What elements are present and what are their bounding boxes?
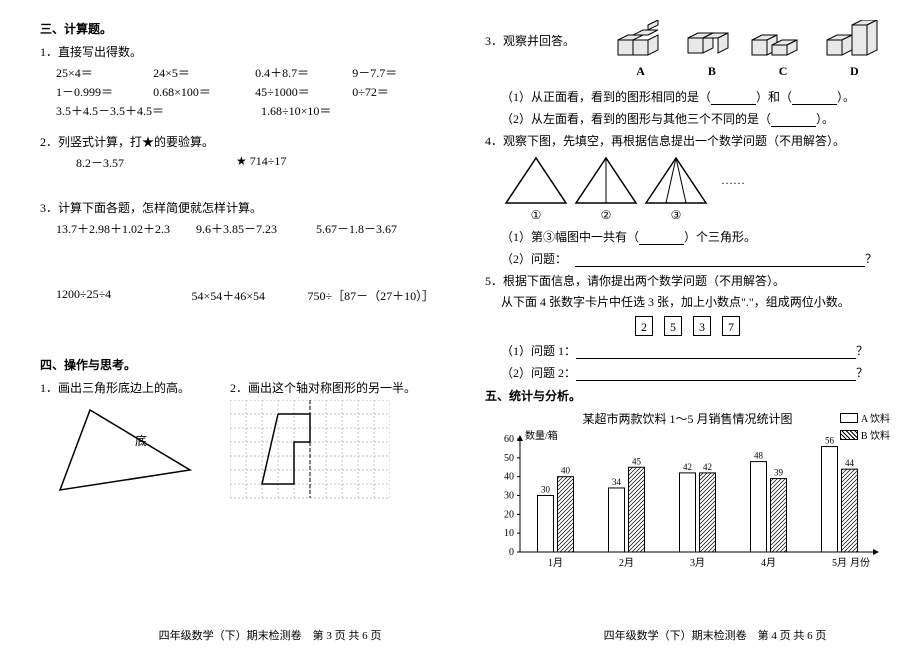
cube-b <box>680 20 732 62</box>
q3-row1: 13.7＋2.98＋1.02＋2.3 9.6＋3.85－7.23 5.67－1.… <box>56 220 430 237</box>
q3-row2: 1200÷25÷4 54×54＋46×54 750÷［87－（27＋10）］ <box>56 287 430 304</box>
legend: A 饮料 B 饮料 <box>840 410 890 444</box>
tri-labels: ① ② ③ <box>501 208 890 223</box>
left-column: 三、计算题。 1．直接写出得数。 25×4＝ 24×5＝ 0.4＋8.7＝ 9－… <box>0 0 460 651</box>
svg-text:44: 44 <box>845 458 855 468</box>
q3-title: 3．计算下面各题，怎样简便就怎样计算。 <box>40 199 430 216</box>
svg-text:45: 45 <box>632 456 642 466</box>
q3-1: （1）从正面看，看到的图形相同的是（）和（）。 <box>501 88 890 105</box>
mental-row-2: 1－0.999＝ 0.68×100＝ 45÷1000＝ 0÷72＝ <box>56 83 430 100</box>
footer-left: 四年级数学（下）期末检测卷 第 3 页 共 6 页 <box>40 627 500 643</box>
svg-text:20: 20 <box>504 509 514 520</box>
cube-a <box>613 20 665 62</box>
legend-b-box <box>840 430 858 440</box>
footer-right: 四年级数学（下）期末检测卷 第 4 页 共 6 页 <box>485 627 920 643</box>
svg-text:4月: 4月 <box>761 557 776 569</box>
tri-3 <box>641 153 711 208</box>
mental-row-3: 3.5＋4.5－3.5＋4.5＝ 1.68÷10×10＝ <box>56 102 430 119</box>
triangle-svg: 底 <box>50 400 200 500</box>
cube-d <box>822 20 882 62</box>
q2-row: 8.2－3.57 ★ 714÷17 <box>56 154 430 171</box>
grid-svg <box>230 400 390 500</box>
chart-area: 某超市两款饮料 1～5 月销售情况统计图 A 饮料 B 饮料 <box>485 410 890 427</box>
svg-text:48: 48 <box>754 451 764 461</box>
sec5-title: 五、统计与分析。 <box>485 387 890 404</box>
q4-1: （1）第③幅图中一共有（）个三角形。 <box>501 228 890 245</box>
svg-text:34: 34 <box>612 477 622 487</box>
op2-title: 2．画出这个轴对称图形的另一半。 <box>230 379 416 396</box>
cube-figures <box>605 20 890 62</box>
q1-title: 1．直接写出得数。 <box>40 43 430 60</box>
q5-p1: （1）问题 1：？ <box>501 342 890 359</box>
svg-text:5月: 5月 <box>832 557 847 569</box>
svg-text:数量/箱: 数量/箱 <box>525 429 558 442</box>
right-column: 3．观察并回答。 A B C D （1）从正面看，看到的图形相同的是（）和（）。 <box>460 0 920 651</box>
svg-text:30: 30 <box>541 485 551 495</box>
svg-text:39: 39 <box>774 468 784 478</box>
op1-title: 1．画出三角形底边上的高。 <box>40 379 230 396</box>
svg-text:42: 42 <box>703 462 712 472</box>
svg-text:50: 50 <box>504 453 514 464</box>
svg-text:3月: 3月 <box>690 557 705 569</box>
svg-text:30: 30 <box>504 491 514 502</box>
svg-text:0: 0 <box>509 547 514 558</box>
svg-text:月份: 月份 <box>850 557 870 569</box>
bar-chart: 0 10 20 30 40 50 60 数量/箱月份 30 40 1月 34 45 2月 42 42 3月 48 3… <box>485 427 885 577</box>
svg-text:2月: 2月 <box>619 557 634 569</box>
sec3-title: 三、计算题。 <box>40 20 430 37</box>
q4-title: 4．观察下图，先填空，再根据信息提出一个数学问题（不用解答）。 <box>485 132 890 149</box>
tri-2 <box>571 153 641 208</box>
triangles: …… <box>501 153 890 208</box>
chart-title-text: 某超市两款饮料 1～5 月销售情况统计图 <box>582 412 792 426</box>
svg-text:40: 40 <box>561 466 571 476</box>
q5-p2: （2）问题 2：？ <box>501 364 890 381</box>
svg-text:56: 56 <box>825 436 835 446</box>
q4-2: （2）问题：？ <box>501 250 890 267</box>
q3-2: （2）从左面看，看到的图形与其他三个不同的是（）。 <box>501 110 890 127</box>
sec4-title: 四、操作与思考。 <box>40 356 430 373</box>
q2-title: 2．列竖式计算，打★的要验算。 <box>40 133 430 150</box>
cube-c <box>747 20 807 62</box>
rq3-title: 3．观察并回答。 <box>485 32 575 49</box>
page-spread: 三、计算题。 1．直接写出得数。 25×4＝ 24×5＝ 0.4＋8.7＝ 9－… <box>0 0 920 651</box>
card-row: 2 5 3 7 <box>485 316 890 336</box>
svg-text:1月: 1月 <box>548 557 563 569</box>
svg-text:10: 10 <box>504 528 514 539</box>
base-label: 底 <box>135 433 147 448</box>
tri-1 <box>501 153 571 208</box>
q5-sub: 从下面 4 张数字卡片中任选 3 张，加上小数点"."，组成两位小数。 <box>501 293 890 310</box>
legend-a-box <box>840 413 858 423</box>
op-row: 1．画出三角形底边上的高。 底 2．画出这个轴对称图形的另一半。 <box>40 379 430 504</box>
cube-labels: A B C D <box>605 64 890 79</box>
mental-row-1: 25×4＝ 24×5＝ 0.4＋8.7＝ 9－7.7＝ <box>56 64 430 81</box>
q5-title: 5．根据下面信息，请你提出两个数学问题（不用解答）。 <box>485 272 890 289</box>
svg-text:40: 40 <box>504 472 514 483</box>
svg-text:60: 60 <box>504 434 514 445</box>
svg-text:42: 42 <box>683 462 692 472</box>
